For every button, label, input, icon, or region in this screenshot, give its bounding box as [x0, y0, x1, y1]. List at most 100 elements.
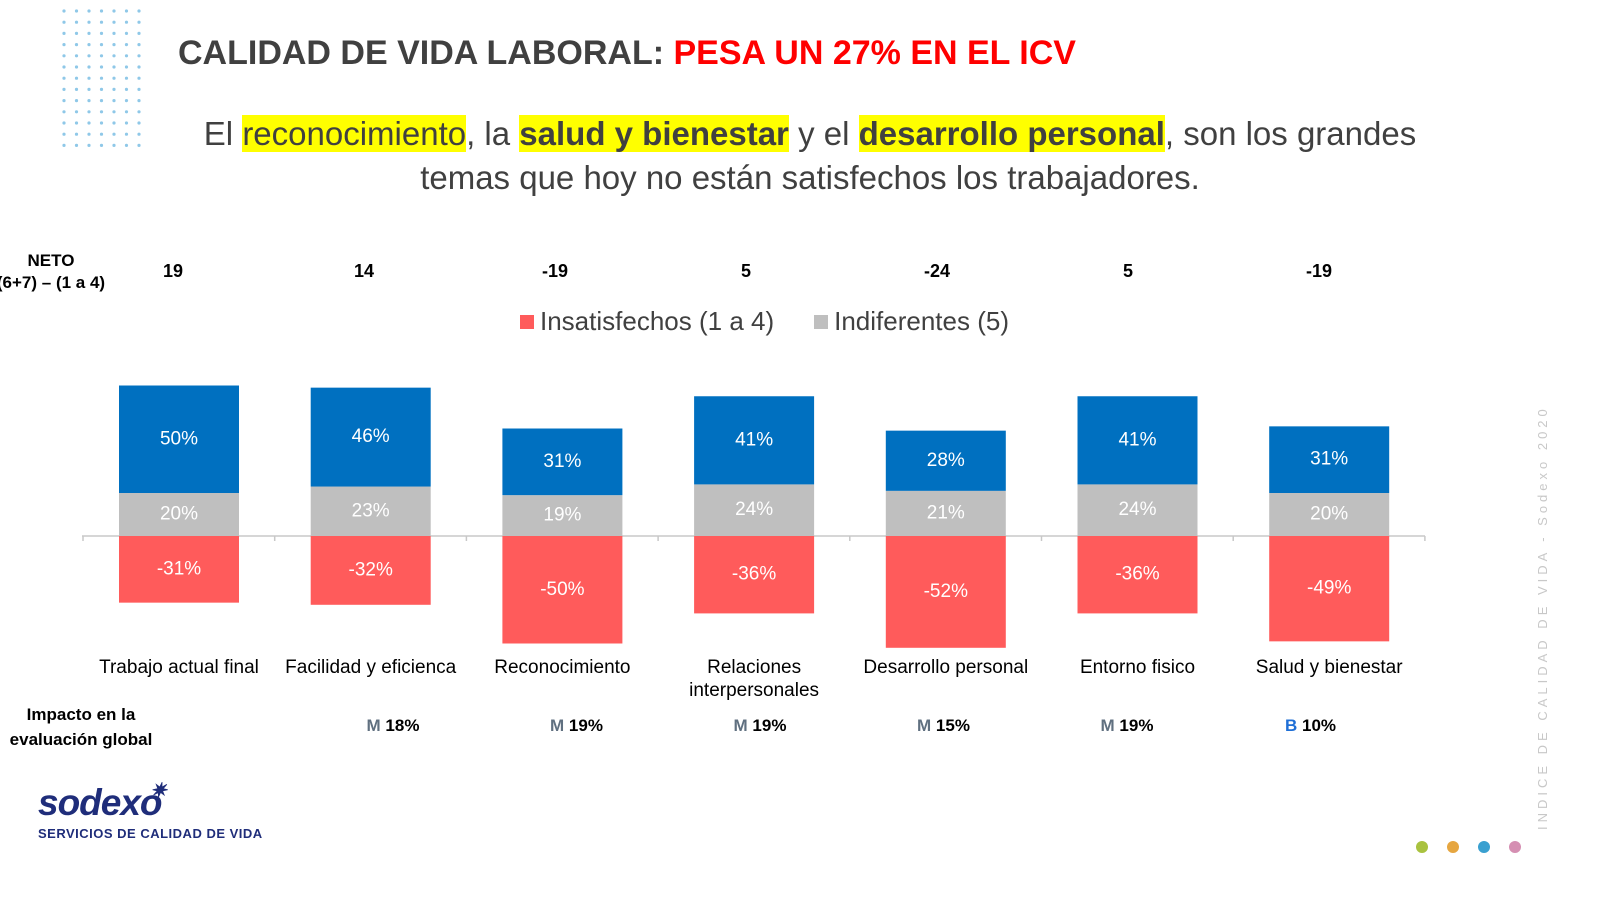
impact-level: M [917, 716, 932, 735]
category-label: Trabajo actual final [99, 657, 259, 678]
decor-dot [137, 143, 141, 147]
decor-dot [99, 43, 104, 47]
decor-dot [87, 121, 91, 125]
decor-dot [99, 121, 104, 125]
impact-level: M [550, 716, 565, 735]
impact-value: M 19% [1077, 716, 1177, 736]
bar-satisfechos [885, 430, 1006, 491]
category-label: Salud y bienestar [1255, 657, 1403, 678]
decor-dot [112, 9, 116, 13]
decor-dot [62, 65, 66, 69]
decor-dot [74, 110, 79, 114]
decor-dot [99, 9, 104, 13]
bar-indiferentes [885, 490, 1006, 536]
data-label-insatisfechos: -52% [924, 581, 968, 602]
data-label-satisfechos: 50% [160, 428, 198, 449]
decor-dot [62, 76, 66, 80]
legend-label-insatisfechos: Insatisfechos (1 a 4) [540, 306, 775, 336]
data-label-satisfechos: 31% [543, 451, 581, 472]
decor-dot [124, 132, 129, 136]
decor-dot [87, 20, 91, 24]
decor-dot [137, 43, 141, 47]
decor-dot [74, 87, 79, 91]
decor-dot [87, 110, 91, 114]
category-label: Reconocimiento [494, 657, 631, 678]
decor-dot [74, 9, 79, 13]
decor-dot [62, 9, 66, 13]
impact-label: Impacto en la evaluación global [9, 705, 153, 749]
decor-color-dot [1447, 841, 1459, 853]
decor-dot [74, 20, 79, 24]
decor-dot [99, 110, 104, 114]
decor-dot [74, 132, 79, 136]
decor-dot [99, 87, 104, 91]
decor-dot [74, 43, 79, 47]
subtitle: El reconocimiento, la salud y bienestar … [200, 112, 1420, 200]
decor-dot [137, 87, 141, 91]
decor-dot [99, 132, 104, 136]
decor-dot [112, 54, 116, 58]
decor-dot [124, 99, 129, 103]
decor-dot [87, 43, 91, 47]
decor-dot [62, 31, 66, 35]
decor-dot [62, 132, 66, 136]
star-icon: ✷ [150, 780, 167, 802]
decor-dot [124, 43, 129, 47]
data-label-indiferentes: 19% [543, 505, 581, 526]
decor-dot [112, 76, 116, 80]
data-label-insatisfechos: -31% [157, 558, 201, 579]
decorative-dot-grid [62, 9, 141, 147]
decor-dot [74, 99, 79, 103]
decor-dot [99, 99, 104, 103]
bar-insatisfechos [1269, 536, 1390, 642]
decor-dot [137, 9, 141, 13]
logo-tagline: SERVICIOS DE CALIDAD DE VIDA [38, 826, 263, 841]
impact-percent: 19% [1114, 716, 1154, 735]
decor-dot [112, 132, 116, 136]
decor-dot [74, 76, 79, 80]
bar-indiferentes [310, 486, 431, 536]
data-label-indiferentes: 21% [927, 502, 965, 523]
data-label-insatisfechos: -36% [1115, 564, 1159, 585]
impact-value: M 19% [527, 716, 627, 736]
decor-dot [137, 99, 141, 103]
decor-dot [99, 20, 104, 24]
bar-satisfechos [1077, 396, 1198, 485]
decor-dot [124, 31, 129, 35]
bar-insatisfechos [1077, 536, 1198, 614]
neto-label-line2: (6+7) – (1 a 4) [0, 273, 106, 292]
decor-dot [112, 143, 116, 147]
data-label-satisfechos: 31% [1310, 449, 1348, 470]
decor-dot [112, 43, 116, 47]
data-label-insatisfechos: -36% [732, 564, 776, 585]
subtitle-highlight-reconocimiento: reconocimiento [242, 115, 467, 152]
impact-percent: 15% [931, 716, 970, 735]
category-label: Facilidad y eficienca [285, 657, 457, 678]
decor-dot [87, 87, 91, 91]
decor-dot [74, 143, 79, 147]
decor-dot [124, 110, 129, 114]
legend-swatch-insatisfechos [520, 314, 534, 329]
decor-dot [112, 87, 116, 91]
bar-insatisfechos [310, 536, 431, 605]
decor-dot [124, 9, 129, 13]
bar-satisfechos [1269, 426, 1390, 493]
subtitle-text-3: y el [788, 115, 859, 152]
bar-insatisfechos [119, 536, 239, 603]
data-label-satisfechos: 41% [1118, 429, 1156, 450]
decor-dot [87, 76, 91, 80]
impact-level: M [733, 716, 748, 735]
decor-dot [87, 31, 91, 35]
logo-wordmark: sodexo ✷ [38, 780, 263, 824]
data-label-satisfechos: 28% [927, 450, 965, 471]
neto-value: -19 [541, 261, 568, 281]
decor-dot [137, 76, 141, 80]
decor-dot [87, 54, 91, 58]
bar-insatisfechos [502, 536, 623, 644]
decor-color-dot [1478, 841, 1490, 853]
impact-value: M 19% [710, 716, 810, 736]
neto-label: NETO (6+7) – (1 a 4) [0, 250, 110, 294]
decor-dot [99, 65, 104, 69]
decor-dot [87, 9, 91, 13]
